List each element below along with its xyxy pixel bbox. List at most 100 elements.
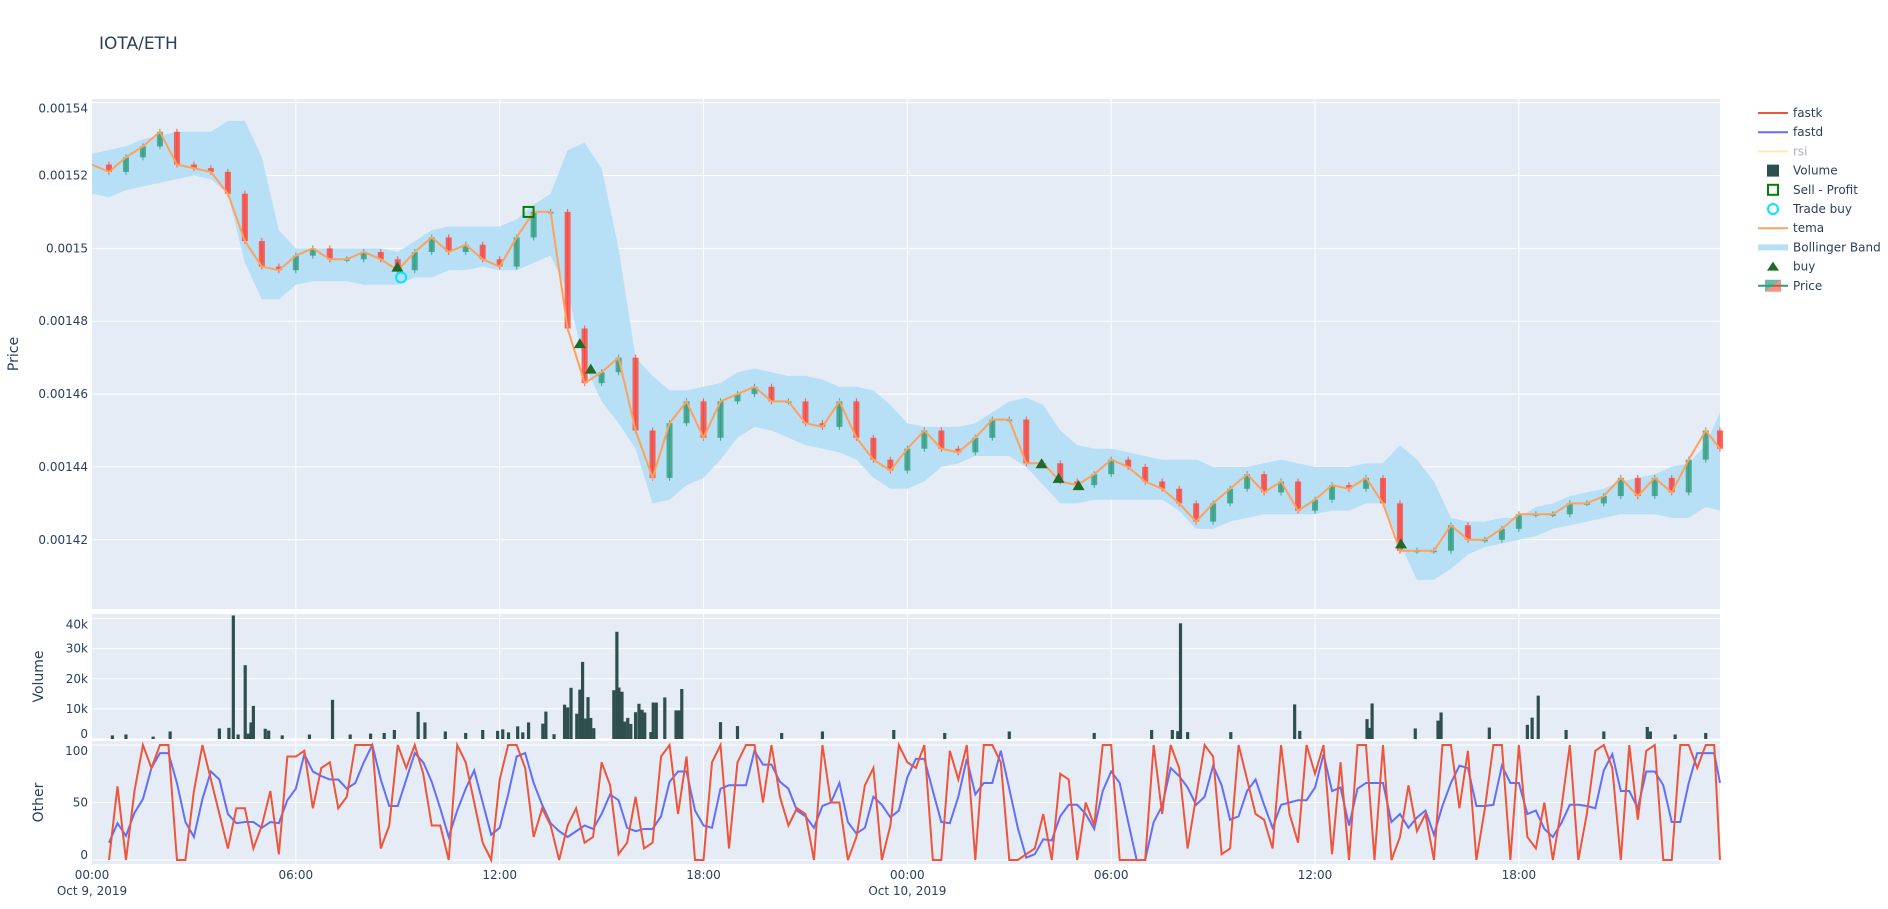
candle-increasing [666,423,673,478]
volume-bar [1413,728,1417,739]
volume-bar [780,732,784,739]
candle-decreasing [1125,459,1132,467]
volume-bar [566,707,570,739]
legend-label: fastk [1793,106,1823,120]
candle-increasing [1210,503,1217,522]
x-tick-label: 18:00 [1502,868,1537,882]
legend-label: Sell - Profit [1793,183,1858,197]
legend-item-fastd[interactable]: fastd [1758,125,1823,139]
volume-bar [820,731,825,739]
volume-bar [236,734,240,739]
legend-item-trade-buy[interactable]: Trade buy [1767,202,1852,216]
volume-bar [280,735,284,739]
volume-bar [443,731,447,739]
candle-decreasing [377,252,384,260]
candle-decreasing [258,241,265,267]
volume-bar [617,687,621,739]
volume-bar [243,665,247,739]
volume-bar [521,732,525,739]
legend-item-rsi[interactable]: rsi [1758,144,1808,158]
legend-item-fastk[interactable]: fastk [1758,106,1823,120]
volume-bar [654,702,658,739]
legend-item-tema[interactable]: tema [1758,221,1824,235]
legend-label: Volume [1793,164,1838,178]
price-y-tick-label: 0.0015 [46,241,88,255]
trade-buy-marker [395,271,408,284]
candle-decreasing [1159,481,1166,489]
volume-bar [1648,731,1652,739]
bollinger-band [92,120,1720,580]
sell-profit-marker [522,205,535,218]
volume-bar [1092,732,1096,739]
candle-increasing [836,401,843,427]
volume-bar [423,722,427,739]
volume-bar [1186,732,1190,739]
price-y-tick-label: 0.00154 [38,102,88,116]
legend[interactable]: fastk fastd rsi Volume Sell - Profit Trade bu… [1758,106,1881,293]
volume-bar [626,717,630,739]
candle-increasing [1515,514,1522,529]
volume-bar [382,732,386,739]
candle-increasing [683,401,690,424]
candle-decreasing [1464,525,1471,540]
volume-bar [481,729,485,739]
candle-decreasing [802,401,809,424]
legend-item-sell-profit[interactable]: Sell - Profit [1767,183,1858,197]
buy-marker [573,338,586,349]
volume-bar [544,711,548,739]
volume-bar [307,734,312,739]
volume-bar [1170,729,1174,739]
candle-decreasing [173,131,180,165]
volume-bar [496,730,500,739]
candle-increasing [309,248,316,256]
candle-decreasing [649,430,656,478]
volume-bar [1564,729,1568,739]
candle-increasing [411,252,418,271]
legend-candle-decreasing-icon [1765,279,1781,292]
price-y-tick-label: 0.00148 [38,314,88,328]
volume-y-tick-label: 30k [66,642,88,656]
candle-decreasing [1261,474,1268,493]
legend-item-bollinger-band[interactable]: Bollinger Band [1758,240,1881,254]
candle-decreasing [768,386,775,402]
candle-decreasing [581,328,588,384]
candle-increasing [1278,481,1285,493]
legend-item-price[interactable]: Price [1758,279,1822,293]
candle-increasing [122,157,129,172]
volume-bar [629,723,633,739]
candle-increasing [717,401,724,438]
volume-bar [541,723,545,739]
volume-bar [578,689,582,739]
volume-bar [612,690,616,739]
legend-item-buy[interactable]: buy [1767,260,1815,274]
candle-decreasing [1176,488,1183,504]
volume-bar [1178,623,1183,739]
candle-increasing [1566,503,1573,515]
legend-circle-open-icon [1767,203,1779,215]
buy-marker [1052,472,1065,483]
candle-decreasing [955,448,962,453]
volume-bar [251,705,255,739]
legend-item-volume[interactable]: Volume [1767,164,1838,178]
price-y-tick-label: 0.00146 [38,387,88,401]
buy-marker [1072,480,1085,491]
volume-bar [231,615,235,739]
other-axis-title: Other [31,782,47,822]
candle-decreasing [853,401,860,438]
volume-bar [1298,730,1302,739]
volume-bar [501,729,505,739]
candle-decreasing [1193,503,1200,522]
volume-bar [637,703,641,739]
volume-bar [735,726,740,739]
volume-bar [640,709,644,739]
volume-bar [217,728,221,739]
volume-bar [168,731,172,739]
candle-increasing [921,430,928,449]
candle-increasing [1702,430,1709,460]
volume-bar [680,689,684,739]
volume-bar [464,732,468,739]
volume-bar [633,712,638,739]
legend-label: rsi [1793,144,1808,158]
volume-bar [526,722,531,739]
